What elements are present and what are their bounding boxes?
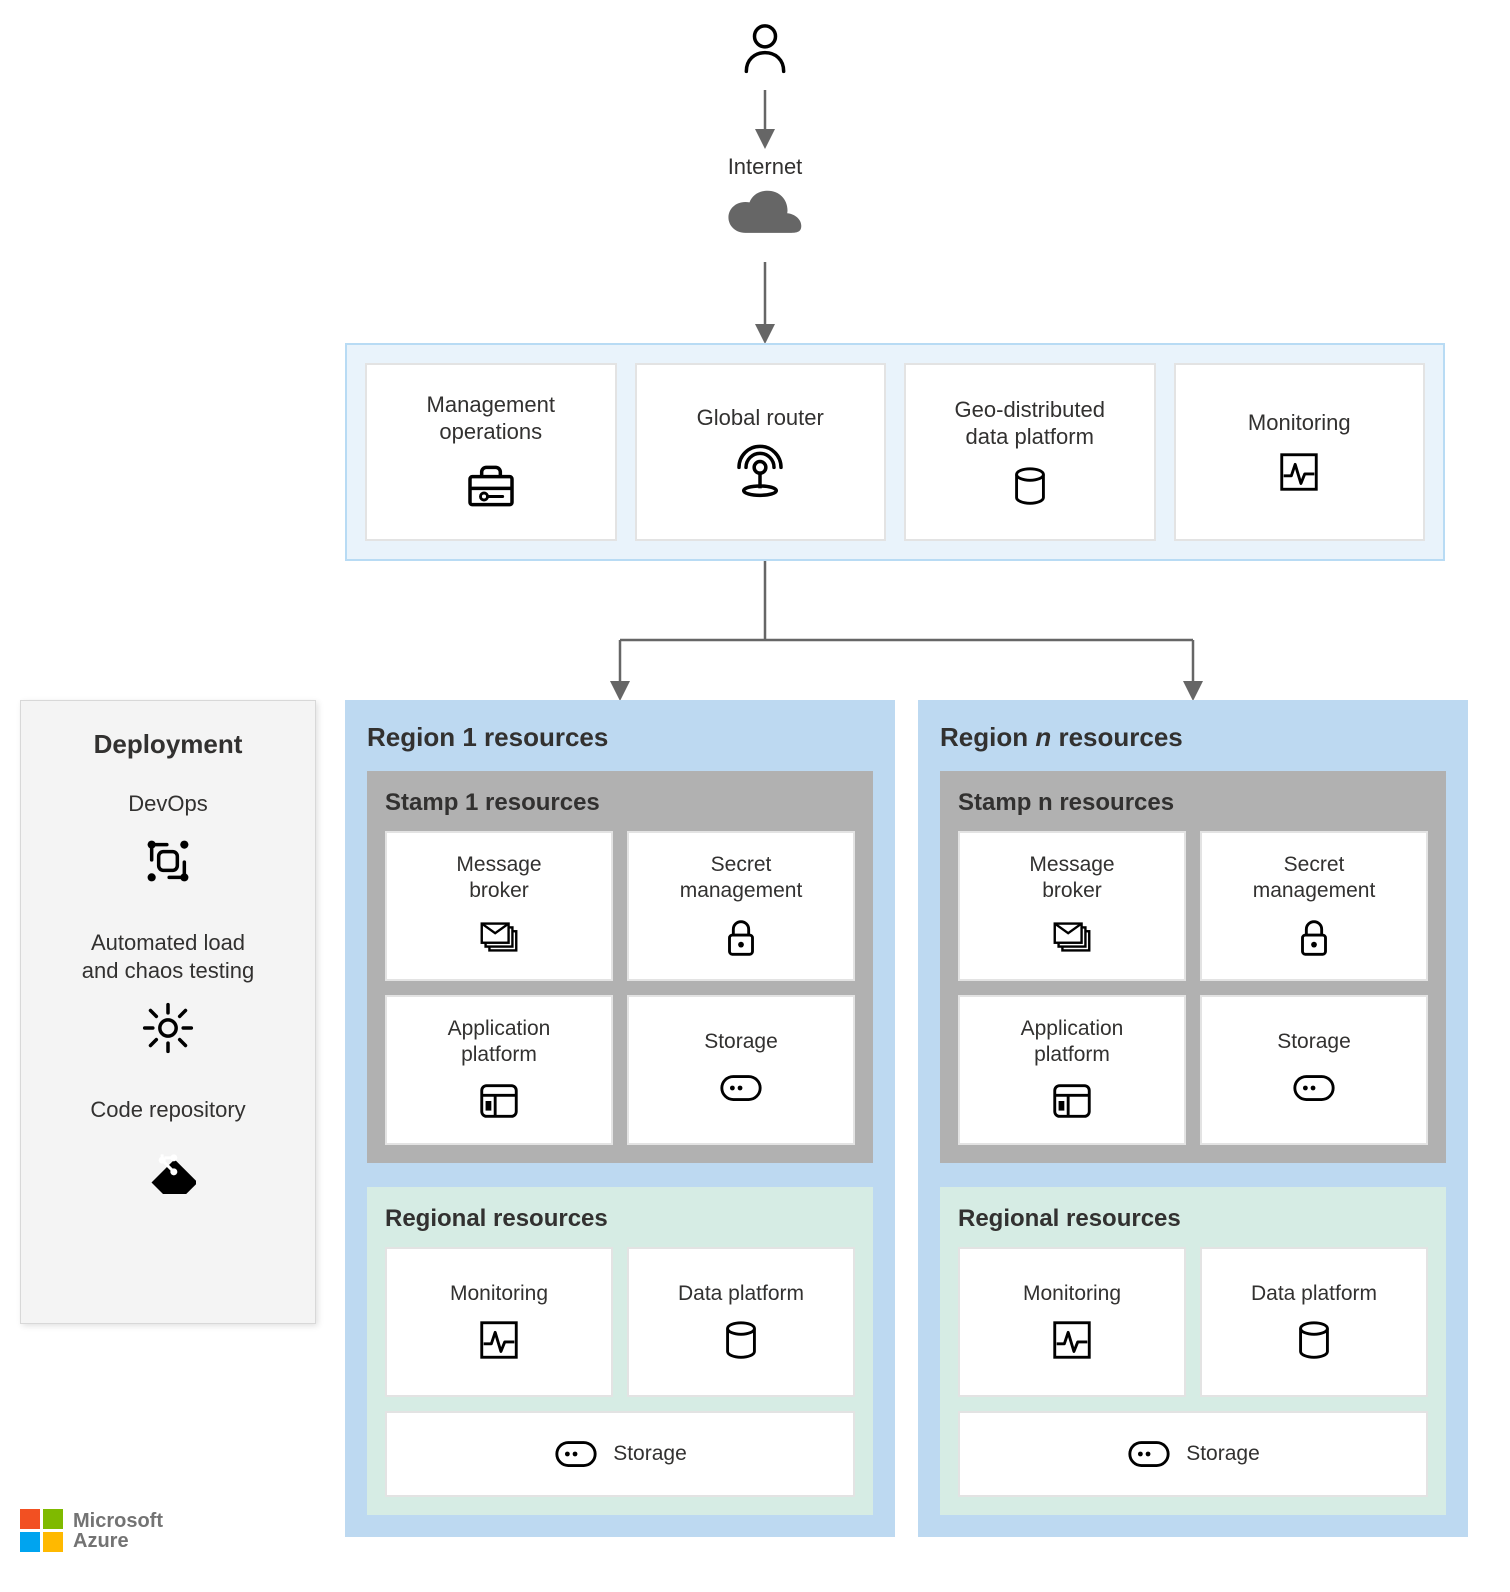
regional-storage-label: Storage (613, 1442, 687, 1466)
pipeline-icon (140, 833, 196, 889)
cloud-icon (720, 186, 810, 246)
monitor-pulse-icon (1276, 449, 1322, 495)
region-1-title: Region 1 resources (367, 722, 873, 753)
secret-mgmt-card: Secretmanagement (627, 831, 855, 981)
database-icon (1291, 1317, 1337, 1363)
app-platform-label: Applicationplatform (1021, 1016, 1124, 1069)
regional-1-panel: Regional resources Monitoring Data platf… (367, 1187, 873, 1515)
management-operations-box: Managementoperations (365, 363, 617, 541)
region-n-panel: Region n resources Stamp n resources Mes… (918, 700, 1468, 1537)
app-platform-card: Applicationplatform (385, 995, 613, 1145)
regional-data-platform-card: Data platform (1200, 1247, 1428, 1397)
secret-mgmt-label: Secretmanagement (680, 852, 803, 905)
stamp-n-panel: Stamp n resources Messagebroker Secretma… (940, 771, 1446, 1163)
regional-n-panel: Regional resources Monitoring Data platf… (940, 1187, 1446, 1515)
deployment-panel: Deployment DevOps Automated loadand chao… (20, 700, 316, 1324)
internet-label: Internet (700, 154, 830, 180)
code-repo-item: Code repository (90, 1096, 245, 1195)
regional-n-title: Regional resources (958, 1205, 1428, 1233)
envelope-stack-icon (1049, 914, 1095, 960)
regional-monitoring-card: Monitoring (385, 1247, 613, 1397)
microsoft-azure-text: Microsoft Azure (73, 1511, 163, 1551)
envelope-stack-icon (476, 914, 522, 960)
storage-label: Storage (704, 1029, 778, 1055)
monitor-pulse-icon (476, 1317, 522, 1363)
global-router-label: Global router (697, 404, 824, 432)
microsoft-squares-icon (20, 1509, 63, 1552)
lock-icon (718, 914, 764, 960)
storage-disk-icon (1126, 1431, 1172, 1477)
toolbox-icon (463, 458, 519, 514)
stamp-1-panel: Stamp 1 resources Messagebroker Secretma… (367, 771, 873, 1163)
app-platform-card: Applicationplatform (958, 995, 1186, 1145)
management-operations-label: Managementoperations (427, 391, 555, 446)
global-resources-panel: Managementoperations Global router Geo-d… (345, 343, 1445, 561)
message-broker-label: Messagebroker (1029, 852, 1114, 905)
internet-block: Internet (700, 150, 830, 251)
secret-mgmt-label: Secretmanagement (1253, 852, 1376, 905)
gear-icon (140, 1000, 196, 1056)
secret-mgmt-card: Secretmanagement (1200, 831, 1428, 981)
regional-monitoring-label: Monitoring (1023, 1281, 1121, 1307)
chaos-testing-label: Automated loadand chaos testing (82, 929, 254, 986)
message-broker-label: Messagebroker (456, 852, 541, 905)
app-window-icon (476, 1078, 522, 1124)
monitor-pulse-icon (1049, 1317, 1095, 1363)
router-icon (732, 444, 788, 500)
message-broker-card: Messagebroker (958, 831, 1186, 981)
database-icon (1007, 463, 1053, 509)
regional-data-platform-label: Data platform (678, 1281, 804, 1307)
storage-label: Storage (1277, 1029, 1351, 1055)
regional-data-platform-card: Data platform (627, 1247, 855, 1397)
git-icon (140, 1138, 196, 1194)
regional-storage-label: Storage (1186, 1442, 1260, 1466)
message-broker-card: Messagebroker (385, 831, 613, 981)
storage-card: Storage (1200, 995, 1428, 1145)
app-platform-label: Applicationplatform (448, 1016, 551, 1069)
geo-data-platform-label: Geo-distributeddata platform (955, 396, 1105, 451)
deployment-title: Deployment (94, 729, 243, 760)
monitoring-label: Monitoring (1248, 409, 1351, 437)
app-window-icon (1049, 1078, 1095, 1124)
top-flow (735, 20, 795, 76)
region-1-panel: Region 1 resources Stamp 1 resources Mes… (345, 700, 895, 1537)
stamp-n-title: Stamp n resources (958, 789, 1428, 817)
user-icon (737, 20, 793, 76)
code-repo-label: Code repository (90, 1096, 245, 1125)
regional-monitoring-label: Monitoring (450, 1281, 548, 1307)
devops-label: DevOps (128, 790, 207, 819)
architecture-diagram: Internet Managementoperations Global rou… (0, 0, 1510, 1592)
storage-disk-icon (718, 1065, 764, 1111)
regional-data-platform-label: Data platform (1251, 1281, 1377, 1307)
lock-icon (1291, 914, 1337, 960)
monitoring-box: Monitoring (1174, 363, 1426, 541)
storage-disk-icon (553, 1431, 599, 1477)
microsoft-azure-logo: Microsoft Azure (20, 1509, 163, 1552)
regional-1-title: Regional resources (385, 1205, 855, 1233)
chaos-testing-item: Automated loadand chaos testing (82, 929, 254, 1056)
geo-data-platform-box: Geo-distributeddata platform (904, 363, 1156, 541)
stamp-1-title: Stamp 1 resources (385, 789, 855, 817)
devops-item: DevOps (128, 790, 207, 889)
storage-disk-icon (1291, 1065, 1337, 1111)
database-icon (718, 1317, 764, 1363)
regional-storage-row: Storage (385, 1411, 855, 1497)
regional-storage-row: Storage (958, 1411, 1428, 1497)
storage-card: Storage (627, 995, 855, 1145)
regional-monitoring-card: Monitoring (958, 1247, 1186, 1397)
region-n-title: Region n resources (940, 722, 1446, 753)
global-router-box: Global router (635, 363, 887, 541)
